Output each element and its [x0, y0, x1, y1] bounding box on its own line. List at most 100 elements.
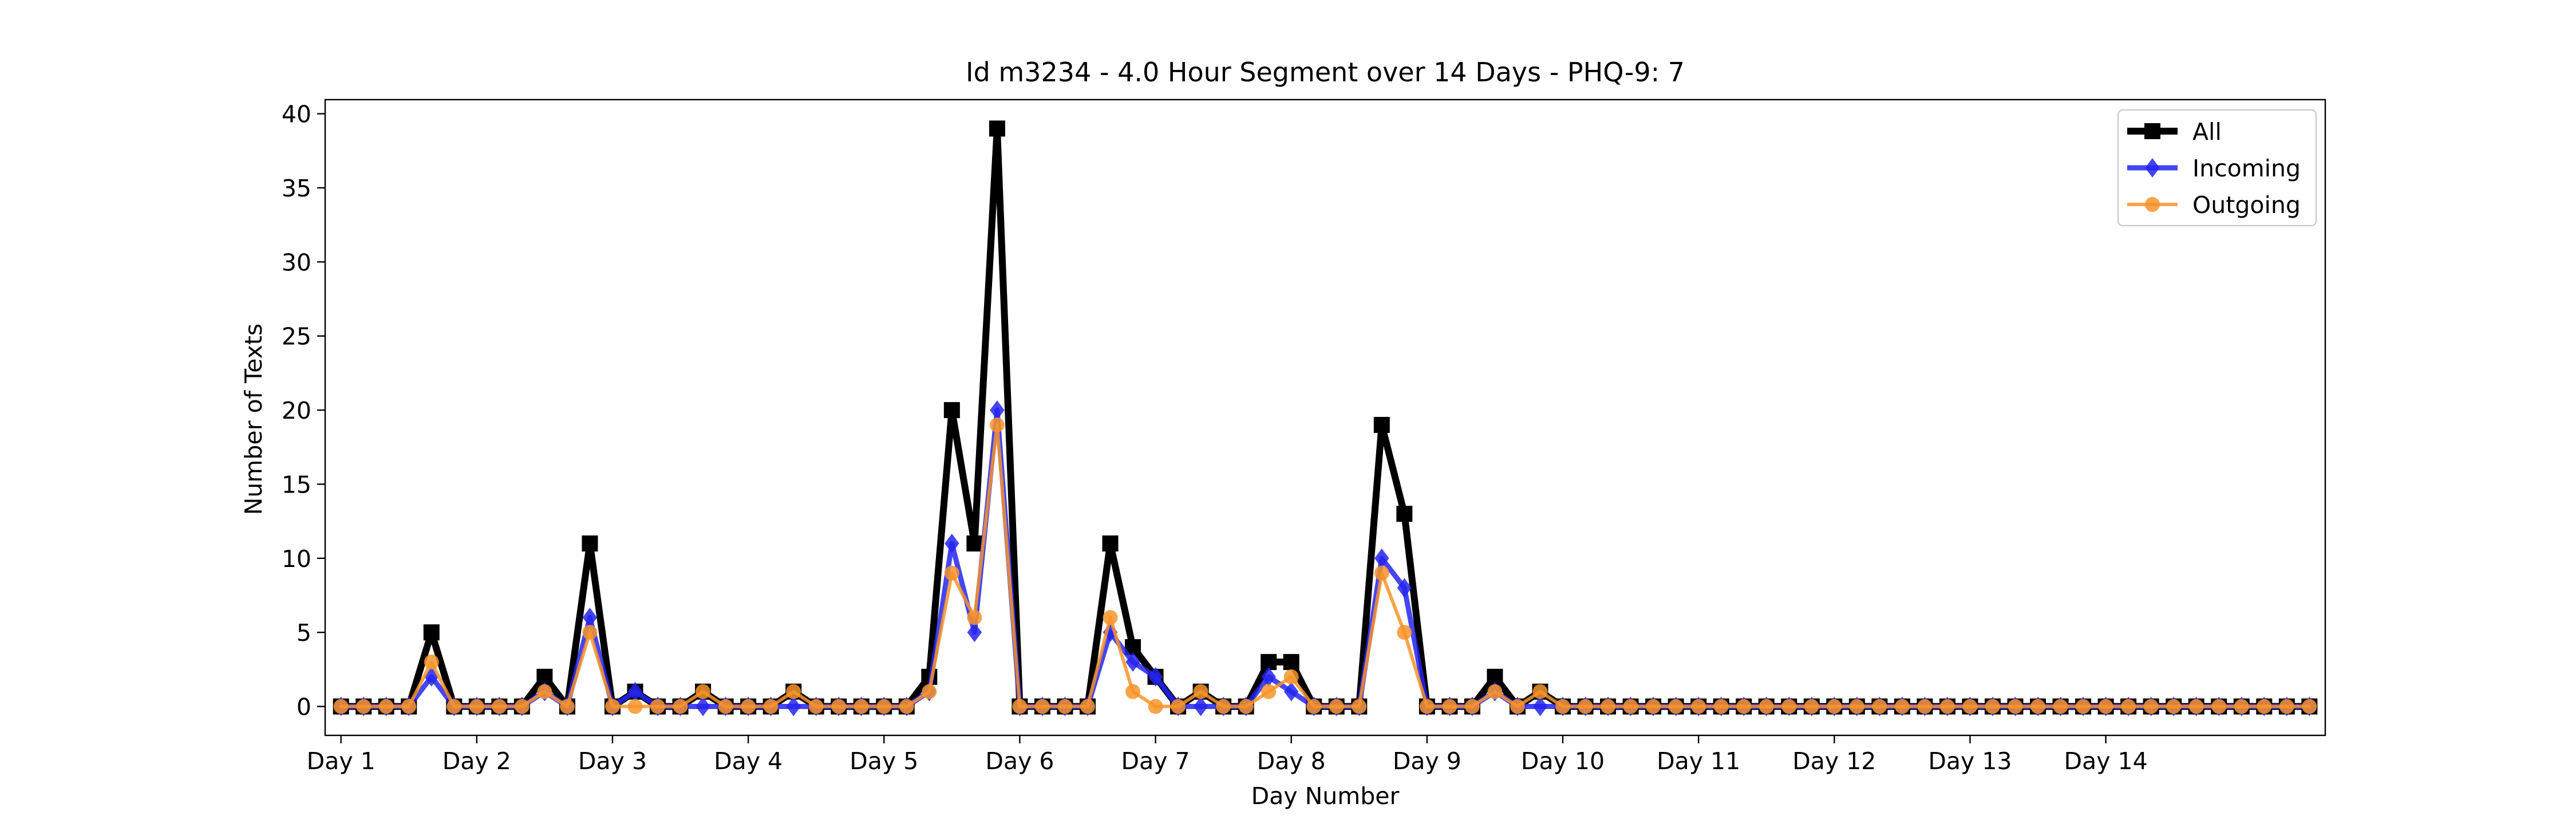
- legend-label: Incoming: [2192, 155, 2301, 182]
- data-point-outgoing: [356, 699, 372, 714]
- data-point-outgoing: [1464, 699, 1480, 714]
- data-point-outgoing: [1442, 699, 1457, 714]
- data-point-all: [1102, 535, 1119, 552]
- x-tick-label: Day 6: [985, 747, 1054, 775]
- legend-item: Incoming: [2127, 155, 2301, 182]
- data-point-outgoing: [899, 699, 914, 714]
- data-point-outgoing: [944, 565, 959, 581]
- data-point-outgoing: [627, 699, 643, 714]
- y-tick-label: 15: [282, 471, 311, 498]
- data-point-incoming: [627, 682, 643, 702]
- legend-marker: [2145, 197, 2160, 212]
- data-point-outgoing: [831, 699, 847, 714]
- series-layer: [333, 120, 2318, 716]
- y-tick-label: 30: [282, 249, 311, 276]
- x-tick-label: Day 13: [1928, 747, 2012, 775]
- data-point-incoming: [990, 400, 1005, 420]
- axes-layer: 0 5 10 15 20 25 30 35 40 Day 1 Day 2 Day 3 Day 4 Day …: [282, 99, 2326, 775]
- data-point-outgoing: [559, 699, 575, 714]
- data-point-outgoing: [1555, 699, 1571, 714]
- data-point-outgoing: [1329, 699, 1344, 714]
- data-point-outgoing: [2188, 699, 2204, 714]
- data-point-outgoing: [2121, 699, 2136, 714]
- data-point-outgoing: [876, 699, 892, 714]
- data-point-outgoing: [333, 699, 349, 714]
- data-point-all: [989, 120, 1005, 137]
- data-point-outgoing: [1374, 565, 1389, 581]
- y-tick-label: 35: [282, 175, 311, 202]
- series-incoming: [333, 400, 2317, 716]
- x-tick-label: Day 8: [1257, 747, 1326, 775]
- data-point-outgoing: [650, 699, 666, 714]
- x-tick-label: Day 4: [714, 747, 783, 775]
- data-point-incoming: [1125, 652, 1140, 672]
- legend-item: All: [2127, 118, 2222, 145]
- data-point-outgoing: [1939, 699, 1955, 714]
- data-point-outgoing: [1872, 699, 1887, 714]
- data-point-outgoing: [1623, 699, 1638, 714]
- data-point-outgoing: [1352, 699, 1367, 714]
- data-point-all: [1373, 416, 1390, 433]
- data-point-outgoing: [922, 684, 937, 699]
- data-point-outgoing: [2008, 699, 2023, 714]
- data-point-outgoing: [718, 699, 733, 714]
- data-point-outgoing: [2279, 699, 2294, 714]
- data-point-outgoing: [854, 699, 869, 714]
- data-point-outgoing: [1736, 699, 1752, 714]
- data-point-outgoing: [2053, 699, 2068, 714]
- data-point-outgoing: [1216, 699, 1231, 714]
- series-line-outgoing: [339, 423, 2312, 708]
- data-point-outgoing: [1849, 699, 1864, 714]
- data-point-incoming: [1374, 548, 1389, 568]
- x-tick-label: Day 7: [1121, 747, 1190, 775]
- data-point-outgoing: [2257, 699, 2272, 714]
- data-point-all: [943, 402, 960, 419]
- data-point-incoming: [1193, 696, 1208, 716]
- y-tick-label: 40: [282, 101, 311, 128]
- data-point-incoming: [1283, 682, 1299, 702]
- y-tick-label: 25: [282, 323, 311, 351]
- legend: All Incoming Outgoing: [2117, 109, 2317, 227]
- data-point-outgoing: [1487, 684, 1503, 699]
- x-axis-label: Day Number: [1251, 782, 1400, 810]
- data-point-incoming: [945, 533, 959, 553]
- data-point-outgoing: [1532, 684, 1548, 699]
- data-point-outgoing: [1283, 669, 1299, 684]
- data-point-outgoing: [696, 684, 711, 699]
- data-point-outgoing: [1804, 699, 1819, 714]
- data-point-outgoing: [1103, 610, 1118, 625]
- data-point-outgoing: [401, 699, 417, 714]
- data-point-outgoing: [673, 699, 688, 714]
- legend-marker: [2144, 123, 2160, 139]
- data-point-outgoing: [741, 699, 756, 714]
- data-point-outgoing: [514, 699, 530, 714]
- data-point-outgoing: [763, 699, 779, 714]
- data-point-incoming: [696, 696, 710, 716]
- data-point-all: [582, 535, 598, 552]
- series-line-incoming: [338, 407, 2312, 710]
- x-tick-label: Day 5: [850, 747, 918, 775]
- data-point-outgoing: [469, 699, 484, 714]
- x-tick-label: Day 11: [1657, 747, 1740, 775]
- data-point-outgoing: [1985, 699, 2000, 714]
- series-outgoing: [333, 417, 2317, 714]
- data-point-outgoing: [2143, 699, 2159, 714]
- data-point-incoming: [1148, 667, 1163, 687]
- x-tick-label: Day 1: [307, 747, 376, 775]
- data-point-outgoing: [1781, 699, 1797, 714]
- data-point-outgoing: [1510, 699, 1525, 714]
- data-point-outgoing: [989, 417, 1005, 432]
- data-point-outgoing: [447, 699, 462, 714]
- data-point-all: [1396, 506, 1413, 522]
- x-tick-label: Day 3: [578, 747, 647, 775]
- data-point-outgoing: [2211, 699, 2227, 714]
- data-point-outgoing: [1894, 699, 1910, 714]
- data-point-outgoing: [1148, 699, 1163, 714]
- data-point-outgoing: [605, 699, 620, 714]
- data-point-outgoing: [2166, 699, 2182, 714]
- data-point-outgoing: [1261, 684, 1277, 699]
- x-tick-label: Day 2: [442, 747, 511, 775]
- x-tick-label: Day 9: [1393, 747, 1461, 775]
- data-point-incoming: [786, 696, 801, 716]
- legend-label: All: [2192, 118, 2222, 145]
